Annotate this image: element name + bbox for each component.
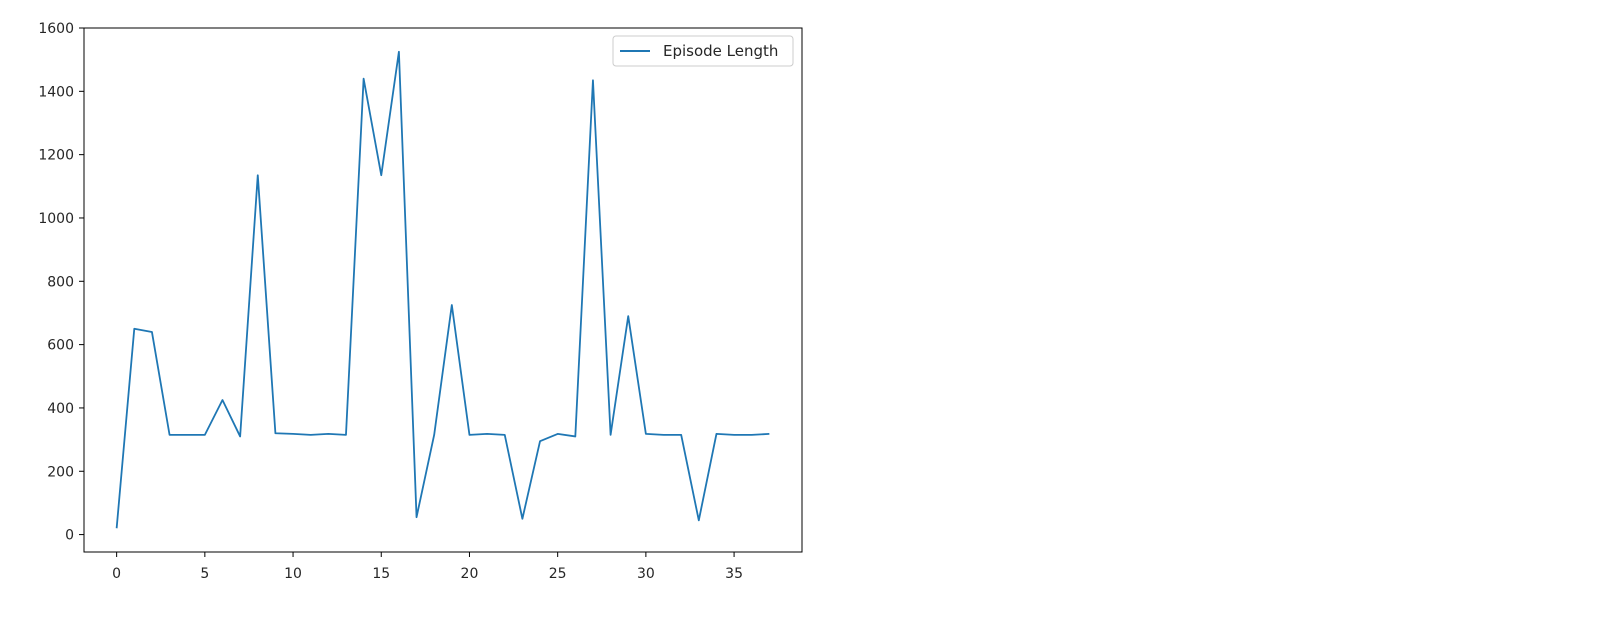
x-axis-ticks: 0 5 10 15 20 25 30 35 bbox=[112, 552, 743, 582]
x-tick-label-0: 0 bbox=[112, 566, 121, 582]
series-layer bbox=[115, 50, 770, 529]
x-tick-label-15: 15 bbox=[372, 566, 390, 582]
y-tick-label-200: 200 bbox=[47, 464, 74, 480]
y-tick-label-1200: 1200 bbox=[38, 148, 74, 164]
legend-box bbox=[612, 35, 794, 67]
y-axis-ticks: 0 200 400 600 800 1000 1200 1400 1600 bbox=[38, 21, 84, 544]
x-tick-label-5: 5 bbox=[200, 566, 209, 582]
plot-area-frame bbox=[83, 27, 803, 553]
x-tick-label-25: 25 bbox=[549, 566, 567, 582]
y-tick-label-1400: 1400 bbox=[38, 84, 74, 100]
x-tick-label-10: 10 bbox=[284, 566, 302, 582]
x-tick-label-35: 35 bbox=[725, 566, 743, 582]
legend: Episode Length bbox=[612, 35, 794, 67]
legend-label-episode-length: Episode Length bbox=[663, 42, 778, 60]
x-tick-label-20: 20 bbox=[461, 566, 479, 582]
y-tick-label-800: 800 bbox=[47, 274, 74, 290]
y-tick-label-1600: 1600 bbox=[38, 21, 74, 37]
y-tick-label-400: 400 bbox=[47, 401, 74, 417]
y-tick-label-0: 0 bbox=[65, 528, 74, 544]
y-tick-label-1000: 1000 bbox=[38, 211, 74, 227]
series-line-0 bbox=[115, 50, 770, 529]
x-tick-label-30: 30 bbox=[637, 566, 655, 582]
y-tick-label-600: 600 bbox=[47, 338, 74, 354]
